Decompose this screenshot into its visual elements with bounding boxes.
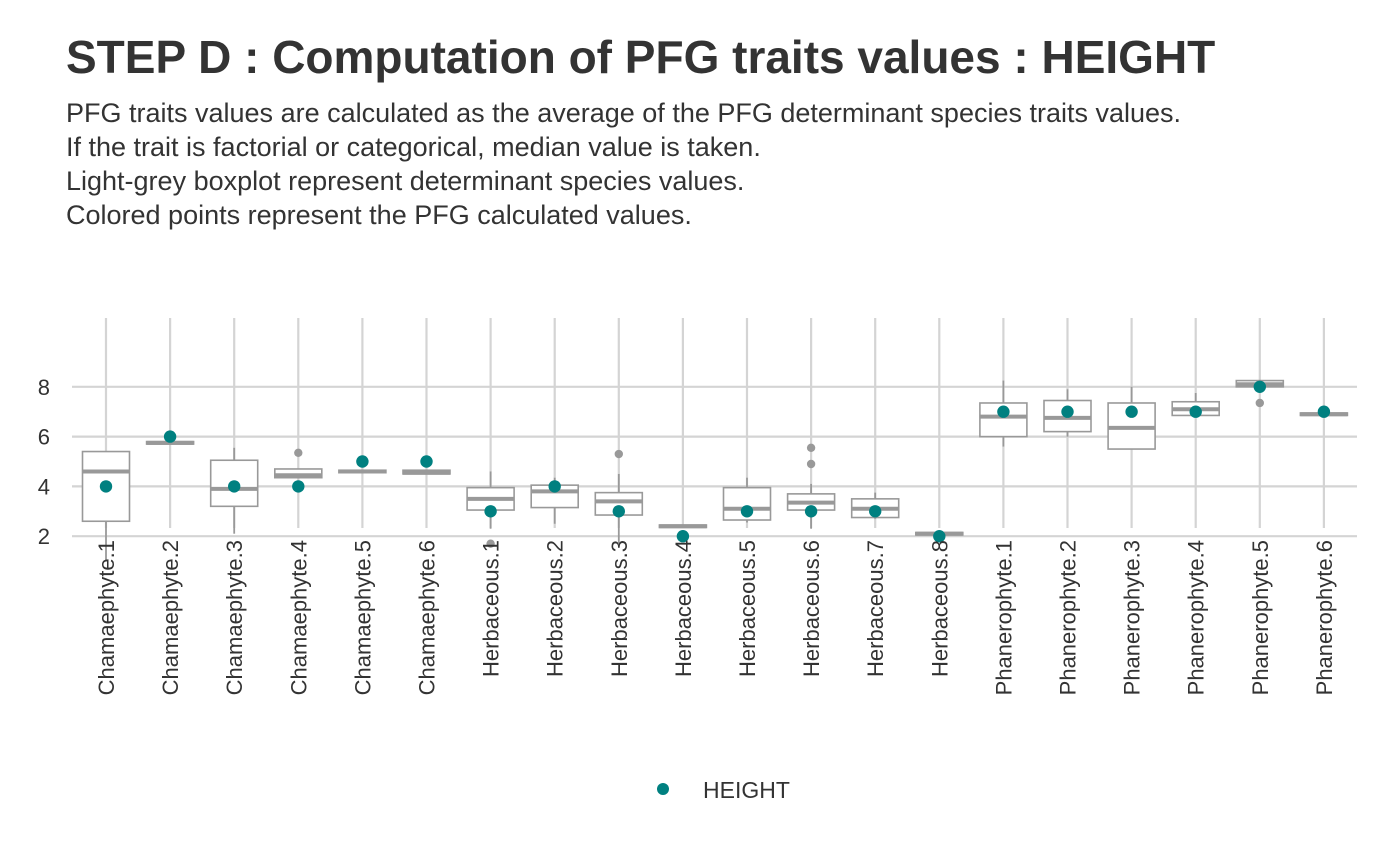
x-tick-label: Chamaephyte.5	[350, 540, 375, 695]
pfg-point-Chamaephyte.2	[163, 430, 177, 443]
boxplot-Chamaephyte.4	[273, 448, 323, 479]
outlier-point	[806, 459, 816, 469]
x-tick-label: Chamaephyte.1	[94, 540, 119, 695]
pfg-point-Herbaceous.2	[548, 480, 561, 493]
x-tick-label: Phanerophyte.3	[1120, 540, 1145, 695]
x-tick-label: Chamaephyte.4	[286, 540, 311, 695]
boxplot-Phanerophyte.3	[1107, 386, 1156, 450]
grid-lines	[72, 318, 1357, 538]
pfg-point-Chamaephyte.4	[292, 480, 305, 493]
pfg-point-Herbaceous.5	[740, 505, 754, 518]
boxplot-Herbaceous.6	[786, 443, 836, 529]
subtitle-line-3: Light-grey boxplot represent determinant…	[66, 166, 745, 196]
chart-subtitle: PFG traits values are calculated as the …	[66, 96, 1181, 232]
x-tick-label: Phanerophyte.2	[1056, 540, 1081, 695]
outlier-point	[1255, 398, 1265, 408]
pfg-point-Herbaceous.1	[484, 505, 497, 518]
pfg-point-Phanerophyte.6	[1317, 405, 1331, 418]
pfg-point-Herbaceous.7	[869, 505, 882, 518]
pfg-point-Chamaephyte.5	[356, 455, 369, 468]
x-tick-label: Herbaceous.1	[479, 540, 504, 677]
pfg-point-Phanerophyte.2	[1061, 405, 1074, 418]
legend-marker-height	[657, 783, 669, 795]
pfg-point-Phanerophyte.5	[1253, 380, 1267, 393]
x-tick-label: Herbaceous.7	[863, 540, 888, 677]
y-tick-label: 2	[38, 524, 50, 549]
chart-title: STEP D : Computation of PFG traits value…	[66, 31, 1216, 83]
x-tick-label: Phanerophyte.4	[1184, 540, 1209, 695]
y-tick-label: 4	[38, 474, 50, 499]
x-tick-label: Herbaceous.6	[799, 540, 824, 677]
y-tick-label: 6	[38, 425, 50, 450]
outlier-point	[486, 539, 495, 548]
pfg-point-Phanerophyte.3	[1125, 405, 1138, 418]
x-axis: Chamaephyte.1 Chamaephyte.2 Chamaephyte.3 C…	[94, 540, 1337, 695]
x-tick-label: Phanerophyte.5	[1248, 540, 1273, 695]
outlier-point	[614, 449, 623, 459]
y-axis: 2 4 6 8	[38, 375, 50, 549]
boxplot-Herbaceous.1	[466, 471, 515, 548]
y-tick-label: 8	[38, 375, 50, 400]
subtitle-line-4: Colored points represent the PFG calcula…	[66, 200, 692, 230]
legend: HEIGHT	[657, 777, 790, 803]
subtitle-line-1: PFG traits values are calculated as the …	[66, 98, 1182, 128]
pfg-point-Chamaephyte.3	[228, 480, 241, 493]
outlier-point	[294, 448, 303, 457]
pfg-point-Chamaephyte.1	[99, 480, 113, 493]
x-tick-label: Chamaephyte.2	[158, 540, 183, 695]
x-tick-label: Chamaephyte.6	[415, 540, 440, 695]
pfg-point-Herbaceous.8	[933, 530, 946, 543]
x-tick-label: Herbaceous.2	[543, 540, 568, 677]
x-tick-label: Phanerophyte.1	[991, 540, 1016, 695]
pfg-point-Chamaephyte.6	[420, 455, 433, 468]
x-tick-label: Herbaceous.4	[671, 540, 696, 677]
x-tick-label: Chamaephyte.3	[222, 540, 247, 695]
boxplot-Chamaephyte.1	[81, 450, 131, 562]
x-tick-label: Herbaceous.5	[735, 540, 760, 677]
pfg-point-Phanerophyte.4	[1189, 405, 1202, 418]
x-tick-label: Herbaceous.8	[927, 540, 952, 677]
pfg-point-Phanerophyte.1	[997, 405, 1010, 418]
outlier-point	[806, 443, 816, 453]
x-tick-label: Phanerophyte.6	[1312, 540, 1337, 695]
boxplot-Chamaephyte.5	[338, 469, 387, 474]
legend-label-height: HEIGHT	[703, 777, 790, 803]
pfg-point-Herbaceous.3	[612, 505, 625, 518]
x-tick-label: Herbaceous.3	[607, 540, 632, 677]
pfg-points	[99, 380, 1331, 543]
boxplot-Chamaephyte.6	[402, 469, 451, 475]
pfg-point-Herbaceous.4	[676, 530, 690, 543]
subtitle-line-2: If the trait is factorial or categorical…	[66, 132, 761, 162]
boxplots	[81, 379, 1349, 562]
boxplot-Herbaceous.4	[658, 524, 708, 529]
pfg-point-Herbaceous.6	[804, 505, 818, 518]
